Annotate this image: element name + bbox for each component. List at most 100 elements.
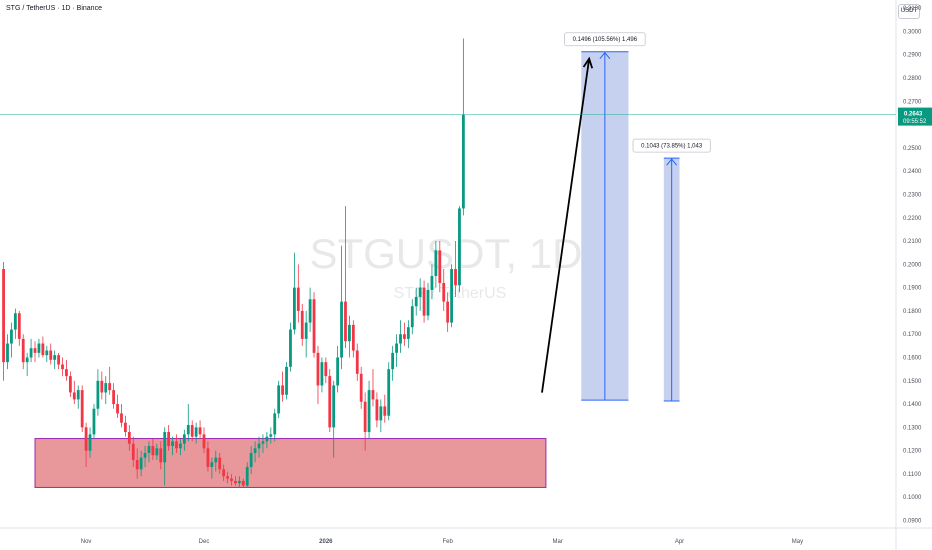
candle-body <box>202 434 206 449</box>
candle-body <box>237 480 241 484</box>
candle-body <box>430 275 434 290</box>
x-tick-label: 2026 <box>319 539 333 545</box>
y-tick-label: 0.1800 <box>903 309 922 315</box>
candle <box>53 350 57 370</box>
candle <box>57 352 60 370</box>
candle-body <box>332 385 336 428</box>
candle <box>261 434 265 453</box>
measure-arrow-head <box>666 158 678 166</box>
candle <box>151 439 155 460</box>
x-tick-label: Dec <box>199 539 210 545</box>
candle-body <box>61 364 64 370</box>
candle-body <box>25 357 29 363</box>
candle <box>163 427 167 486</box>
candle-body <box>454 269 457 286</box>
candle-body <box>446 301 450 323</box>
candle-body <box>461 114 465 209</box>
candle-body <box>33 348 37 353</box>
candle <box>194 422 198 444</box>
y-tick-label: 0.3000 <box>903 29 922 35</box>
y-tick-label: 0.2500 <box>903 146 922 152</box>
y-tick-label: 0.1700 <box>903 332 922 338</box>
x-tick-label: Mar <box>553 539 563 545</box>
candle-body <box>21 338 25 363</box>
measure-label: 0.1496 (105.56%) 1,496 <box>573 37 638 43</box>
candle-body <box>84 427 88 451</box>
candle <box>29 338 33 363</box>
candle <box>65 359 68 381</box>
candle-body <box>57 355 60 365</box>
candle-body <box>198 427 202 435</box>
candle <box>72 380 76 405</box>
y-tick-label: 0.1300 <box>903 425 922 431</box>
candle <box>300 303 304 346</box>
candle-body <box>281 385 284 395</box>
candle-body <box>210 462 214 467</box>
candle-body <box>159 448 163 463</box>
support-zone <box>34 438 547 488</box>
candle <box>76 385 80 409</box>
time-axis[interactable]: Nov Dec 2026 Feb Mar Apr May <box>81 539 803 545</box>
candle-body <box>65 369 68 377</box>
y-tick-label: 0.1400 <box>903 402 922 408</box>
candle <box>198 420 202 440</box>
candle <box>222 464 226 481</box>
currency-button[interactable]: USDT <box>898 4 920 19</box>
candle-body <box>100 380 104 393</box>
candle-body <box>458 208 461 286</box>
candle <box>375 392 379 428</box>
candle-body <box>68 376 72 393</box>
candle <box>245 462 249 488</box>
candle-body <box>108 383 112 391</box>
candle <box>410 299 414 335</box>
candle-body <box>249 452 253 467</box>
candle <box>450 264 453 328</box>
price-axis[interactable]: 0.3100 0.3000 0.2900 0.2800 0.2700 0.2500 0.24… <box>903 6 922 524</box>
candle-body <box>206 448 210 467</box>
candle <box>33 341 37 363</box>
candle <box>6 334 9 370</box>
candle <box>273 408 277 442</box>
candle <box>308 287 312 332</box>
candle <box>80 385 84 433</box>
candle <box>257 436 261 458</box>
candle <box>379 399 383 433</box>
candle <box>265 432 269 449</box>
candle <box>190 420 194 442</box>
candle-body <box>261 441 265 444</box>
candle <box>61 357 64 377</box>
y-tick-label: 0.1600 <box>903 355 922 361</box>
x-tick-label: Nov <box>81 539 92 545</box>
candle-body <box>289 329 292 367</box>
watermark-name: STG / TetherUS <box>394 285 507 302</box>
y-tick-label: 0.2900 <box>903 53 922 59</box>
candle-body <box>241 480 245 486</box>
candle-body <box>163 432 167 463</box>
candle <box>383 394 387 423</box>
candle <box>434 241 438 288</box>
candle <box>269 427 273 444</box>
candle-body <box>336 357 340 386</box>
candle <box>13 308 17 339</box>
candle-body <box>10 329 13 344</box>
candle-body <box>120 413 123 423</box>
candle-body <box>135 459 139 470</box>
candle <box>104 376 108 405</box>
candle-body <box>116 404 119 414</box>
candle-body <box>29 348 33 358</box>
y-tick-label: 0.2300 <box>903 192 922 198</box>
candle-body <box>359 373 363 402</box>
candle <box>367 380 371 440</box>
candle-body <box>399 334 402 344</box>
candle-body <box>171 441 174 446</box>
candle-body <box>112 390 116 405</box>
candle <box>186 404 190 442</box>
candle-body <box>234 480 237 484</box>
x-tick-label: Feb <box>442 539 453 545</box>
candle <box>100 371 104 400</box>
candle <box>25 352 29 377</box>
candle <box>202 427 206 453</box>
candle <box>135 448 139 479</box>
y-tick-label: 0.1000 <box>903 495 922 501</box>
